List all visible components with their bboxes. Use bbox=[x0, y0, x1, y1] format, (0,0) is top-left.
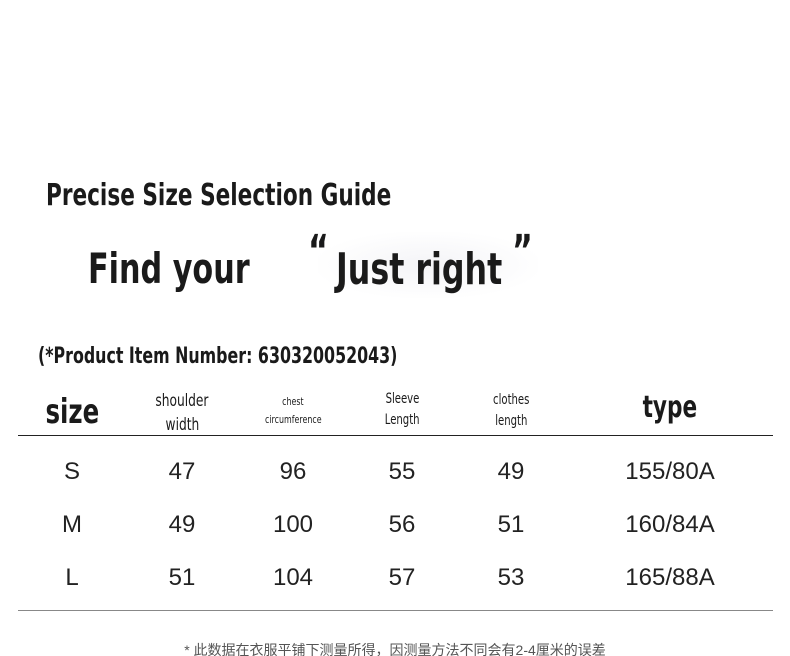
cell-size: S bbox=[63, 458, 80, 485]
header-size: size bbox=[45, 392, 99, 432]
tagline-left: Find your bbox=[88, 244, 250, 293]
header-divider bbox=[18, 435, 773, 436]
cell-chest: 96 bbox=[279, 458, 307, 485]
cell-type: 160/84A bbox=[625, 511, 715, 538]
cell-chest: 100 bbox=[272, 511, 314, 538]
cell-size: M bbox=[62, 511, 82, 538]
cell-size: L bbox=[65, 564, 79, 591]
item-number: (*Product Item Number: 630320052043) bbox=[38, 344, 398, 369]
cell-type: 155/80A bbox=[625, 458, 715, 485]
cell-shoulder: 49 bbox=[168, 511, 196, 538]
open-quote: “ bbox=[308, 226, 329, 277]
highlight-glow bbox=[318, 232, 538, 298]
cell-chest: 104 bbox=[272, 564, 314, 591]
cell-sleeve: 55 bbox=[388, 458, 416, 485]
cell-clothes: 51 bbox=[497, 511, 525, 538]
close-quote: ” bbox=[512, 226, 533, 277]
header-shoulder-width: shoulder width bbox=[155, 391, 209, 435]
cell-sleeve: 57 bbox=[388, 564, 416, 591]
guide-title: Precise Size Selection Guide bbox=[46, 178, 392, 213]
cell-type: 165/88A bbox=[625, 564, 715, 591]
tagline-quoted: Just right bbox=[336, 244, 503, 295]
cell-shoulder: 47 bbox=[168, 458, 196, 485]
header-chest-circumference: chest circumference bbox=[264, 395, 322, 426]
header-type: type bbox=[642, 390, 698, 425]
table-bottom-divider bbox=[18, 610, 773, 611]
cell-clothes: 53 bbox=[497, 564, 525, 591]
header-clothes-length: clothes length bbox=[492, 392, 530, 429]
cell-shoulder: 51 bbox=[168, 564, 196, 591]
cell-sleeve: 56 bbox=[388, 511, 416, 538]
cell-clothes: 49 bbox=[497, 458, 525, 485]
header-sleeve-length: Sleeve Length bbox=[384, 391, 420, 428]
footnote: * 此数据在衣服平铺下测量所得，因测量方法不同会有2-4厘米的误差 bbox=[184, 642, 606, 656]
